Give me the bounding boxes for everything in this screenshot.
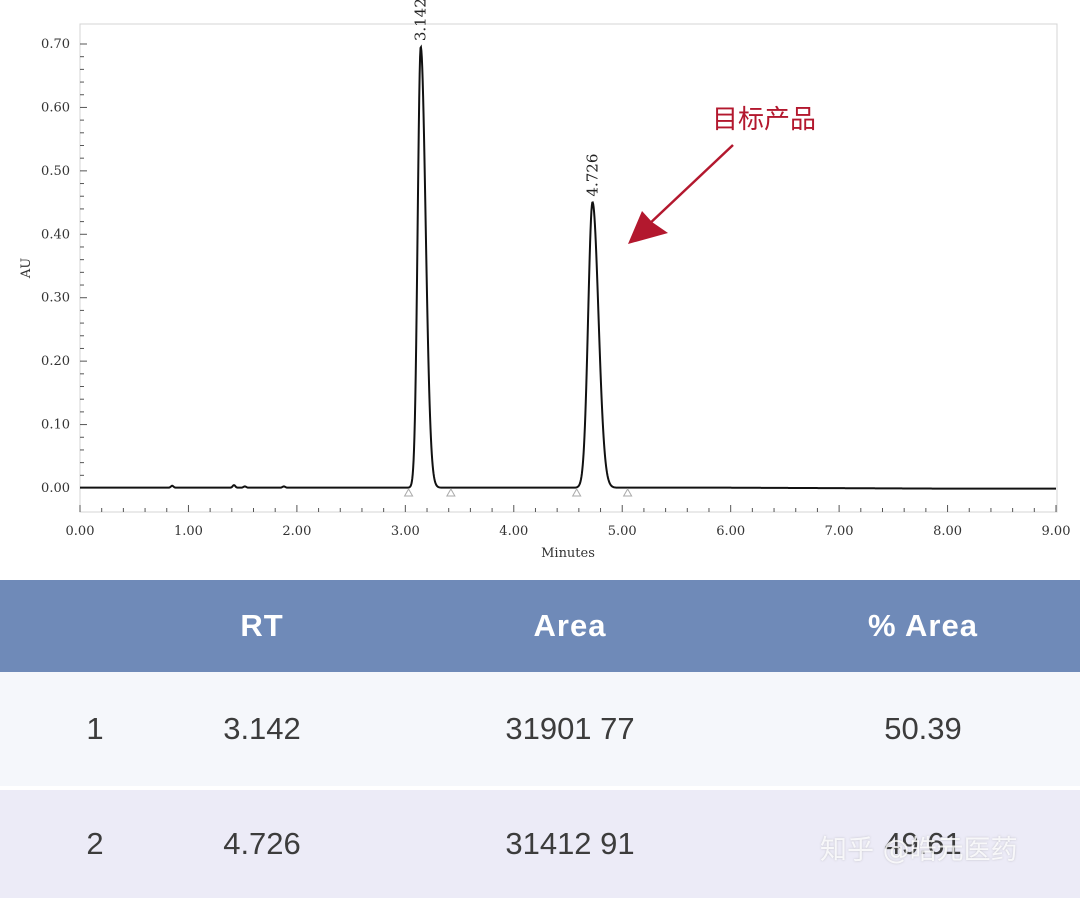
table-row: 1 3.142 31901 77 50.39 <box>0 672 1080 786</box>
row-percent-area: 50.39 <box>884 711 962 746</box>
plot-area <box>79 23 1058 513</box>
x-tick-label: 7.00 <box>825 524 854 539</box>
x-tick-label: 0.00 <box>66 524 95 539</box>
peak-rt-label: 3.142 <box>412 0 430 41</box>
annotation-label: 目标产品 <box>712 105 816 135</box>
x-tick-label: 1.00 <box>174 524 203 539</box>
row-rt: 4.726 <box>223 826 301 861</box>
row-index: 1 <box>86 711 104 746</box>
row-area: 31901 77 <box>505 711 635 746</box>
header-area: Area <box>533 608 607 643</box>
header-rt: RT <box>240 608 284 643</box>
annotation-arrow-head <box>628 211 668 244</box>
row-rt: 3.142 <box>223 711 301 746</box>
table-row: 2 4.726 31412 91 49.61 <box>0 790 1080 898</box>
chromatogram-chart: 0.00 1.00 2.00 3.00 4.00 5.00 6.00 7.00 8.00 9.00… <box>19 0 1071 561</box>
annotation-arrow-shaft <box>645 144 734 228</box>
y-tick-label: 0.30 <box>41 291 70 306</box>
header-index <box>40 580 150 672</box>
x-tick-label: 8.00 <box>933 524 962 539</box>
y-tick-label: 0.60 <box>41 100 70 115</box>
y-tick-label: 0.20 <box>41 354 70 369</box>
row-index: 2 <box>86 826 104 861</box>
peak-integration-marker <box>571 487 582 497</box>
x-tick-label: 2.00 <box>282 524 311 539</box>
x-tick-label: 4.00 <box>499 524 528 539</box>
peak-integration-marker <box>403 487 414 497</box>
chromatogram-trace <box>80 44 1056 490</box>
y-tick-label: 0.70 <box>41 37 70 52</box>
x-axis-label: Minutes <box>541 546 595 561</box>
row-area: 31412 91 <box>505 826 635 861</box>
x-tick-label: 6.00 <box>716 524 745 539</box>
header-percent-area: % Area <box>868 608 978 643</box>
y-tick-label: 0.00 <box>41 481 70 496</box>
watermark: 知乎 @皓元医药 <box>820 835 1018 866</box>
row-percent-area: 49.61 <box>884 826 962 861</box>
peak-integration-marker <box>622 487 633 497</box>
table-header: RT Area % Area <box>0 580 1080 672</box>
x-tick-label: 5.00 <box>608 524 637 539</box>
peak-integration-marker <box>446 487 456 497</box>
results-table: RT Area % Area 1 3.142 31901 77 50.39 2 … <box>0 578 1080 898</box>
x-tick-label: 3.00 <box>391 524 420 539</box>
y-tick-label: 0.50 <box>41 164 70 179</box>
y-tick-label: 0.10 <box>41 418 70 433</box>
y-tick-label: 0.40 <box>41 227 70 242</box>
y-axis-label: AU <box>19 258 34 279</box>
x-tick-label: 9.00 <box>1042 524 1071 539</box>
peak-rt-label: 4.726 <box>584 154 602 197</box>
